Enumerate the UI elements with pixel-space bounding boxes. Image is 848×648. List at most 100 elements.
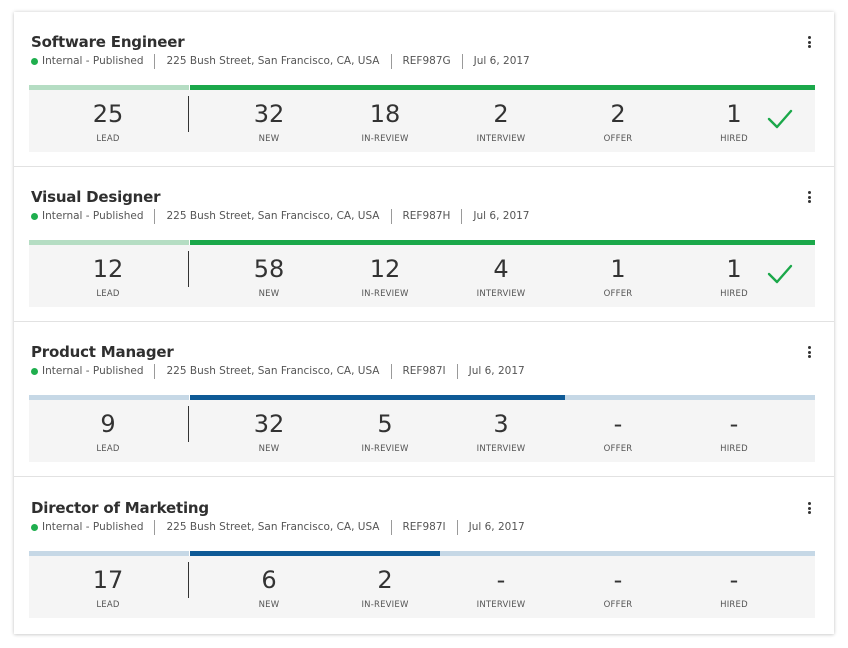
stage-count: - xyxy=(496,566,506,594)
stage-count: 2 xyxy=(377,566,393,594)
job-address: 225 Bush Street, San Francisco, CA, USA xyxy=(166,365,380,377)
stage-interview[interactable]: 2 INTERVIEW xyxy=(443,90,559,144)
stage-in-review[interactable]: 2 IN-REVIEW xyxy=(327,556,443,610)
job-card[interactable]: Product Manager Internal - Published 225… xyxy=(14,322,834,477)
job-title[interactable]: Visual Designer xyxy=(31,188,161,206)
stage-interview[interactable]: 3 INTERVIEW xyxy=(443,400,559,454)
job-status: Internal - Published xyxy=(42,365,144,377)
stage-label: LEAD xyxy=(96,289,120,299)
job-status: Internal - Published xyxy=(42,55,144,67)
job-meta: Internal - Published 225 Bush Street, Sa… xyxy=(31,363,525,379)
job-title[interactable]: Software Engineer xyxy=(31,33,185,51)
status-dot-icon xyxy=(31,212,38,220)
stage-label: OFFER xyxy=(603,444,633,454)
stage-in-review[interactable]: 18 IN-REVIEW xyxy=(327,90,443,144)
stage-label: HIRED xyxy=(720,444,748,454)
stage-count: 2 xyxy=(493,100,509,128)
stage-offer[interactable]: 2 OFFER xyxy=(560,90,676,144)
stage-hired[interactable]: - HIRED xyxy=(676,400,792,454)
lead-divider xyxy=(188,406,189,442)
stage-label: INTERVIEW xyxy=(476,134,526,144)
stage-count: 25 xyxy=(92,100,124,128)
stage-lead[interactable]: 17 LEAD xyxy=(50,556,166,610)
stage-count: - xyxy=(613,566,623,594)
stage-count: 32 xyxy=(253,100,285,128)
more-options-icon[interactable] xyxy=(802,500,816,516)
lead-divider xyxy=(188,251,189,287)
lead-divider xyxy=(188,96,189,132)
job-card[interactable]: Director of Marketing Internal - Publish… xyxy=(14,478,834,633)
stage-new[interactable]: 6 NEW xyxy=(211,556,327,610)
stage-count: - xyxy=(613,410,623,438)
divider xyxy=(456,363,458,379)
job-title[interactable]: Product Manager xyxy=(31,343,174,361)
status-dot-icon xyxy=(31,57,38,65)
stage-interview[interactable]: 4 INTERVIEW xyxy=(443,245,559,299)
pipeline-stats: 12 LEAD 58 NEW 12 IN-REVIEW 4 INTERVIEW 1 OFF… xyxy=(29,245,815,307)
stage-label: INTERVIEW xyxy=(476,600,526,610)
progress-fill-segment xyxy=(190,551,440,556)
job-meta: Internal - Published 225 Bush Street, Sa… xyxy=(31,519,525,535)
stage-label: INTERVIEW xyxy=(476,289,526,299)
stage-offer[interactable]: - OFFER xyxy=(560,556,676,610)
stage-new[interactable]: 32 NEW xyxy=(211,400,327,454)
stage-new[interactable]: 32 NEW xyxy=(211,90,327,144)
stage-count: 1 xyxy=(726,255,742,283)
stage-count: 18 xyxy=(369,100,401,128)
stage-hired[interactable]: 1 HIRED xyxy=(676,90,792,144)
divider xyxy=(390,208,392,224)
job-date: Jul 6, 2017 xyxy=(468,521,525,533)
job-address: 225 Bush Street, San Francisco, CA, USA xyxy=(166,210,380,222)
job-list-panel: Software Engineer Internal - Published 2… xyxy=(14,12,834,634)
checkmark-icon xyxy=(767,264,793,284)
progress-track-segment xyxy=(190,551,815,556)
stage-label: HIRED xyxy=(720,600,748,610)
job-address: 225 Bush Street, San Francisco, CA, USA xyxy=(166,55,380,67)
more-options-icon[interactable] xyxy=(802,344,816,360)
progress-lead-segment xyxy=(29,85,189,90)
stage-label: LEAD xyxy=(96,600,120,610)
job-card[interactable]: Software Engineer Internal - Published 2… xyxy=(14,12,834,167)
stage-label: HIRED xyxy=(720,134,748,144)
pipeline-progress-bar xyxy=(29,85,815,90)
stage-lead[interactable]: 12 LEAD xyxy=(50,245,166,299)
stage-label: INTERVIEW xyxy=(476,444,526,454)
stage-lead[interactable]: 9 LEAD xyxy=(50,400,166,454)
stage-offer[interactable]: - OFFER xyxy=(560,400,676,454)
pipeline-progress-bar xyxy=(29,240,815,245)
divider xyxy=(154,208,156,224)
progress-fill-segment xyxy=(190,85,815,90)
stage-count: 12 xyxy=(92,255,124,283)
stage-interview[interactable]: - INTERVIEW xyxy=(443,556,559,610)
stage-count: - xyxy=(729,410,739,438)
stage-offer[interactable]: 1 OFFER xyxy=(560,245,676,299)
stage-new[interactable]: 58 NEW xyxy=(211,245,327,299)
stage-label: IN-REVIEW xyxy=(361,289,409,299)
job-card[interactable]: Visual Designer Internal - Published 225… xyxy=(14,167,834,322)
stage-lead[interactable]: 25 LEAD xyxy=(50,90,166,144)
stage-hired[interactable]: - HIRED xyxy=(676,556,792,610)
divider xyxy=(456,519,458,535)
progress-fill-segment xyxy=(190,240,815,245)
job-status: Internal - Published xyxy=(42,210,144,222)
stage-label: OFFER xyxy=(603,600,633,610)
stage-label: HIRED xyxy=(720,289,748,299)
stage-count: - xyxy=(729,566,739,594)
stage-label: LEAD xyxy=(96,134,120,144)
pipeline-stats: 9 LEAD 32 NEW 5 IN-REVIEW 3 INTERVIEW - OFFER… xyxy=(29,400,815,462)
job-ref: REF987I xyxy=(402,521,446,533)
divider xyxy=(154,53,156,69)
stage-in-review[interactable]: 5 IN-REVIEW xyxy=(327,400,443,454)
divider xyxy=(390,363,392,379)
status-dot-icon xyxy=(31,367,38,375)
stage-count: 1 xyxy=(610,255,626,283)
more-options-icon[interactable] xyxy=(802,34,816,50)
job-meta: Internal - Published 225 Bush Street, Sa… xyxy=(31,208,530,224)
stage-label: IN-REVIEW xyxy=(361,134,409,144)
stage-in-review[interactable]: 12 IN-REVIEW xyxy=(327,245,443,299)
progress-lead-segment xyxy=(29,551,189,556)
job-title[interactable]: Director of Marketing xyxy=(31,499,209,517)
stage-hired[interactable]: 1 HIRED xyxy=(676,245,792,299)
more-options-icon[interactable] xyxy=(802,189,816,205)
progress-fill-segment xyxy=(190,395,565,400)
